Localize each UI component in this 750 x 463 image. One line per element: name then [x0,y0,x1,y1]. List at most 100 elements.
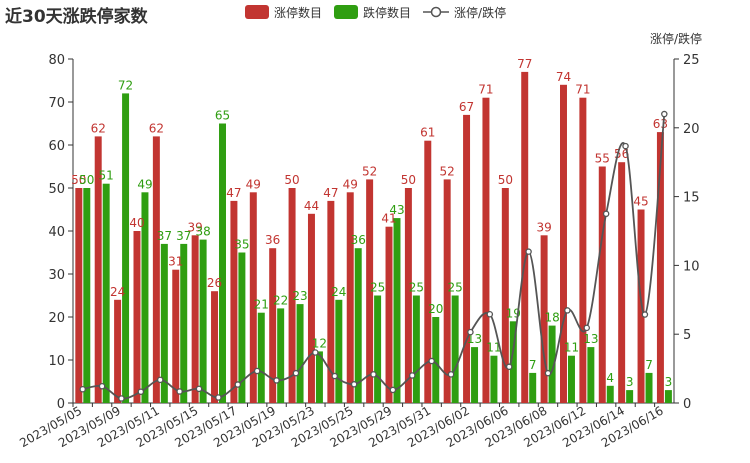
bar-up-label: 50 [401,173,416,187]
bar-down-label: 51 [99,169,114,183]
ratio-point [641,311,649,318]
bar-down-label: 13 [583,332,598,346]
bar-down [412,295,420,403]
legend-item-ratio[interactable]: 涨停/跌停 [423,4,506,21]
bar-up [75,188,83,403]
ratio-point [544,369,552,377]
bar-up-label: 71 [575,83,590,97]
ratio-point [79,385,86,393]
y2-tick-label: 10 [683,259,700,274]
ratio-point [467,328,474,336]
y-tick-label: 40 [48,225,65,240]
y-tick-label: 10 [48,354,65,369]
bar-down-label: 37 [176,229,191,243]
bar-up-label: 62 [91,121,106,135]
ratio-point [292,369,300,377]
ratio-point [350,381,358,388]
ratio-point [622,142,629,150]
ratio-point [234,381,242,388]
y-tick-label: 0 [57,397,65,412]
bar-up-label: 41 [381,212,396,226]
bar-down-label: 4 [606,371,614,385]
bar-down [471,347,479,403]
bar-down [219,123,226,403]
bar-up [501,188,509,403]
y-tick-label: 70 [48,96,65,111]
bar-down [645,372,653,403]
bar-down [587,347,595,403]
y-tick-label: 50 [48,182,65,197]
legend-item-down[interactable]: 跌停数目 [334,4,411,21]
ratio-point [331,372,338,380]
ratio-point [661,110,668,118]
y2-tick-label: 0 [683,397,691,412]
bar-up-label: 50 [71,173,86,187]
bar-down [509,321,517,403]
bar-down [529,372,537,403]
bar-down [315,351,323,403]
ratio-point [602,210,610,218]
bar-down-label: 49 [137,177,152,191]
bar-down-label: 37 [157,229,172,243]
bar-down-label: 23 [292,289,307,303]
bar-up [656,132,664,403]
bar-up [385,226,393,403]
y2-axis-label: 涨停/跌停 [650,31,702,46]
bar-up-label: 49 [246,177,261,191]
bar-down [335,299,343,403]
ratio-line [82,113,666,400]
ratio-point [253,367,261,375]
bar-down-label: 50 [79,173,94,187]
bar-up-label: 63 [653,117,668,131]
bar-down-label: 72 [118,78,133,92]
bar-up-label: 40 [129,216,144,230]
ratio-point [505,363,513,371]
ratio-point [156,376,164,384]
ratio-point [409,372,416,379]
bar-up-label: 74 [556,70,571,84]
bar-up-label: 31 [168,255,183,269]
bar-up-label: 24 [110,285,125,299]
bar-down [490,355,498,403]
bar-down [664,390,672,403]
bar-up [540,235,548,403]
bar-down-label: 11 [564,341,579,355]
ratio-point [273,377,280,384]
bar-down [141,192,149,403]
y2-tick-label: 15 [683,191,700,206]
bar-down [160,243,168,403]
ratio-point [447,371,455,378]
bar-down-label: 20 [428,302,443,316]
bar-up-label: 71 [478,83,493,97]
y2-tick-label: 5 [683,328,691,343]
bar-up [191,235,199,403]
ratio-point [98,382,106,390]
ratio-point [583,324,591,332]
bar-down [277,308,285,403]
bar-up [269,248,277,403]
y-tick-label: 20 [48,311,65,326]
ratio-point [118,395,125,402]
ratio-point [370,371,377,378]
bar-down [374,295,382,403]
bar-down [122,93,130,404]
bar-up [211,291,219,403]
bar-down-label: 11 [486,341,501,355]
ratio-point [195,385,203,393]
legend-item-up[interactable]: 涨停数目 [245,4,322,21]
bar-down [567,355,575,403]
y2-tick-label: 20 [683,122,700,137]
bar-up [618,162,626,403]
bar-up [366,179,374,403]
bar-down [102,183,110,403]
bar-down [199,239,207,403]
bar-up [230,200,238,403]
bar-up [133,231,141,403]
bar-up-label: 45 [633,195,648,209]
bar-down-label: 12 [312,336,327,350]
bar-up [249,192,257,403]
bar-down [257,312,265,403]
bar-up-label: 47 [323,186,338,200]
y-tick-label: 30 [48,268,65,283]
ratio-point [176,388,183,395]
